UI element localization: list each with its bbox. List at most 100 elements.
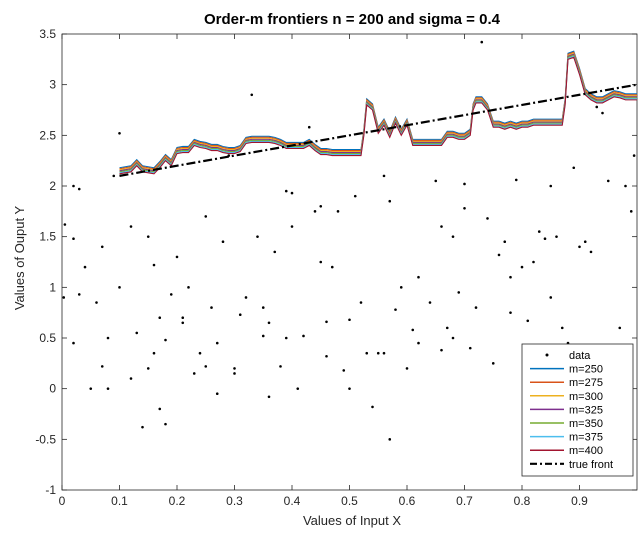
data-point bbox=[538, 230, 541, 233]
data-point bbox=[256, 235, 259, 238]
x-tick-label: 0.9 bbox=[571, 494, 588, 508]
y-tick-label: 1 bbox=[49, 280, 56, 294]
data-point bbox=[354, 195, 357, 198]
y-tick-label: 0.5 bbox=[39, 331, 56, 345]
data-point bbox=[383, 352, 386, 355]
data-point bbox=[515, 179, 518, 182]
data-point bbox=[222, 240, 225, 243]
data-point bbox=[475, 306, 478, 309]
data-point bbox=[446, 327, 449, 330]
data-point bbox=[245, 296, 248, 299]
data-point bbox=[78, 188, 81, 191]
data-point bbox=[549, 296, 552, 299]
data-point bbox=[164, 423, 167, 426]
data-point bbox=[498, 254, 501, 257]
data-point bbox=[549, 185, 552, 188]
data-point bbox=[388, 200, 391, 203]
data-point bbox=[135, 332, 138, 335]
data-point bbox=[319, 205, 322, 208]
data-point bbox=[72, 237, 75, 240]
data-point bbox=[72, 342, 75, 345]
data-point bbox=[452, 235, 455, 238]
data-point bbox=[170, 293, 173, 296]
data-point bbox=[107, 337, 110, 340]
data-point bbox=[64, 223, 67, 226]
data-point bbox=[624, 185, 627, 188]
data-point bbox=[400, 286, 403, 289]
data-point bbox=[181, 316, 184, 319]
data-point bbox=[348, 387, 351, 390]
data-point bbox=[199, 352, 202, 355]
data-point bbox=[153, 264, 156, 267]
data-point bbox=[503, 240, 506, 243]
legend-label: m=400 bbox=[569, 445, 603, 457]
data-point bbox=[314, 210, 317, 213]
y-tick-label: -1 bbox=[45, 483, 56, 497]
data-point bbox=[555, 235, 558, 238]
data-point bbox=[630, 210, 633, 213]
true-front-line bbox=[120, 85, 638, 176]
data-point bbox=[463, 207, 466, 210]
data-point bbox=[440, 349, 443, 352]
y-tick-label: -0.5 bbox=[35, 432, 56, 446]
data-point bbox=[417, 276, 420, 279]
frontier-line-m325 bbox=[120, 54, 638, 171]
data-point bbox=[383, 175, 386, 178]
data-point bbox=[268, 322, 271, 325]
data-point bbox=[72, 185, 75, 188]
legend-label: m=350 bbox=[569, 418, 603, 430]
frontier-line-m400 bbox=[120, 57, 638, 174]
data-point bbox=[176, 256, 179, 259]
data-point bbox=[279, 365, 282, 368]
data-point bbox=[302, 335, 305, 338]
data-point bbox=[348, 318, 351, 321]
x-axis-label: Values of Input X bbox=[303, 513, 401, 528]
legend-label: data bbox=[569, 350, 591, 362]
data-point bbox=[633, 154, 636, 157]
y-tick-label: 2 bbox=[49, 179, 56, 193]
data-point bbox=[268, 395, 271, 398]
data-point bbox=[360, 301, 363, 304]
data-point bbox=[158, 316, 161, 319]
data-point bbox=[187, 286, 190, 289]
data-point bbox=[411, 329, 414, 332]
legend-label: m=250 bbox=[569, 364, 603, 376]
frontier-line-m275 bbox=[120, 52, 638, 169]
legend-label: m=275 bbox=[569, 377, 603, 389]
data-point bbox=[216, 342, 219, 345]
data-point bbox=[101, 365, 104, 368]
data-point bbox=[469, 347, 472, 350]
x-tick-label: 0.7 bbox=[456, 494, 473, 508]
x-tick-label: 0.4 bbox=[284, 494, 301, 508]
data-point bbox=[394, 308, 397, 311]
data-point bbox=[423, 504, 426, 507]
data-point bbox=[291, 225, 294, 228]
data-point bbox=[308, 126, 311, 129]
data-point bbox=[84, 266, 87, 269]
data-point bbox=[342, 369, 345, 372]
frontier-line-m375 bbox=[120, 56, 638, 173]
data-point bbox=[285, 337, 288, 340]
data-point bbox=[158, 408, 161, 411]
data-point bbox=[486, 217, 489, 220]
data-point bbox=[584, 240, 587, 243]
x-tick-label: 0.5 bbox=[341, 494, 358, 508]
legend-label: m=300 bbox=[569, 391, 603, 403]
legend-label: true front bbox=[569, 459, 613, 471]
data-point bbox=[147, 367, 150, 370]
data-point bbox=[463, 183, 466, 186]
data-point bbox=[561, 327, 564, 330]
data-point bbox=[130, 225, 133, 228]
data-point bbox=[153, 352, 156, 355]
data-point bbox=[210, 306, 213, 309]
data-point bbox=[262, 306, 265, 309]
data-point bbox=[95, 301, 98, 304]
x-tick-label: 0 bbox=[59, 494, 66, 508]
data-point bbox=[181, 322, 184, 325]
x-tick-label: 0.2 bbox=[169, 494, 186, 508]
frontier-line-m250 bbox=[120, 51, 638, 168]
data-point bbox=[233, 372, 236, 375]
data-point bbox=[204, 365, 207, 368]
